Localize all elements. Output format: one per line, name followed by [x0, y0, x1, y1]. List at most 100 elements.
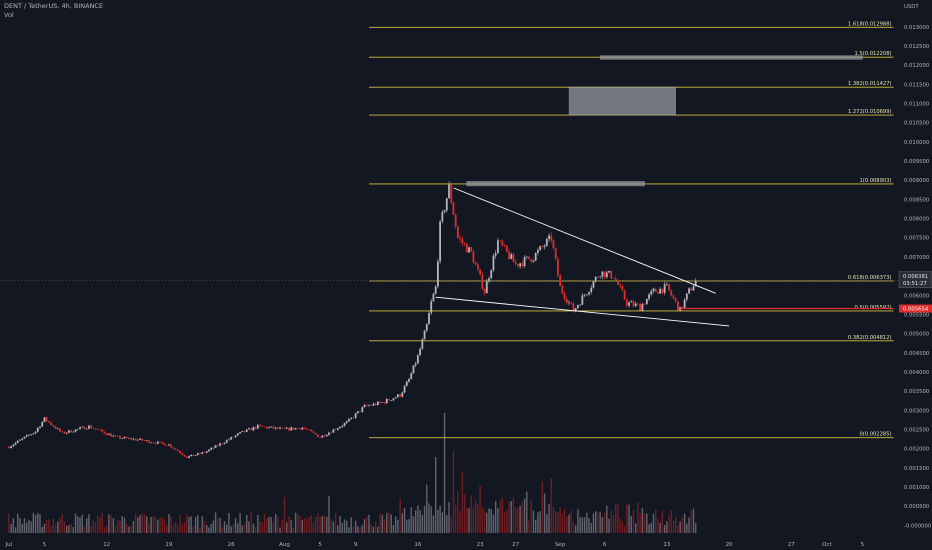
candle-body — [336, 428, 339, 430]
candle-body — [268, 427, 270, 429]
volume-bar — [561, 513, 564, 533]
volume-bar — [659, 522, 661, 533]
volume-bar — [45, 519, 48, 533]
candle-body — [359, 411, 361, 412]
x-tick-label: 13 — [663, 542, 670, 548]
volume-bar — [63, 522, 66, 533]
candle-body — [421, 339, 424, 349]
candle-body — [101, 429, 104, 432]
candle-body — [541, 246, 544, 247]
price-scale: -0.000000 0.000500 0.001000 0.001500 0.00200… — [898, 0, 932, 550]
x-tick-label: 6 — [603, 542, 607, 548]
candle-body — [152, 442, 155, 444]
volume-bar — [250, 512, 252, 533]
volume-bar — [648, 524, 650, 533]
y-tick-label: 0.001500 — [904, 466, 930, 472]
volume-bar — [206, 524, 208, 533]
volume-bar — [230, 526, 232, 533]
candle-body — [654, 288, 657, 292]
x-tick-label: Sep — [555, 542, 566, 548]
volume-bar — [341, 522, 344, 533]
candle-body — [328, 432, 330, 435]
candle-body — [61, 431, 64, 433]
candle-body — [161, 441, 164, 444]
volume-bar — [486, 512, 488, 533]
x-tick-label: Aug — [279, 542, 290, 548]
candle-body — [677, 301, 679, 311]
candle-body — [350, 417, 353, 419]
volume-bar — [523, 498, 526, 533]
volume-bar — [314, 517, 317, 533]
symbol-line[interactable]: DENT / TetherUS, 4h, BINANCE — [4, 2, 104, 10]
volume-bar — [157, 519, 159, 533]
volume-bar — [252, 523, 255, 533]
candle-body — [174, 448, 177, 450]
candle-body — [532, 260, 535, 262]
volume-bar — [259, 521, 261, 533]
candle-body — [445, 198, 448, 211]
candle-body — [559, 275, 562, 286]
candle-body — [434, 286, 437, 294]
candle-body — [250, 428, 253, 431]
volume-bar — [550, 478, 552, 533]
candle-body — [459, 237, 462, 240]
volume-bar — [223, 521, 226, 533]
volume-bar — [181, 524, 183, 533]
volume-bar — [668, 514, 670, 533]
y-tick-label: 0.012000 — [904, 63, 930, 69]
volume-bar — [452, 450, 455, 533]
volume-bar — [595, 511, 597, 533]
volume-bar — [117, 519, 119, 533]
candle-body — [361, 407, 364, 412]
y-tick-label: 0.010500 — [904, 121, 930, 127]
volume-bar — [212, 520, 215, 533]
volume-bar — [612, 514, 615, 533]
volume-bar — [286, 522, 288, 533]
y-tick-label: 0.001000 — [904, 485, 930, 491]
volume-bar — [199, 527, 201, 533]
candle-body — [223, 442, 226, 444]
candle-body — [130, 437, 133, 440]
candle-body — [665, 283, 668, 285]
indicator-label[interactable]: Vol — [4, 11, 14, 19]
volume-bar — [350, 517, 352, 533]
volume-bar — [463, 494, 466, 533]
candle-body — [392, 398, 395, 401]
volume-bar — [310, 514, 312, 533]
candle-body — [454, 214, 457, 227]
candle-body — [403, 386, 406, 393]
candle-body — [401, 392, 404, 397]
candle-body — [259, 424, 261, 426]
candle-body — [592, 281, 595, 288]
candle-body — [172, 447, 175, 449]
candle-body — [379, 401, 381, 403]
candle-body — [110, 433, 113, 437]
candle-body — [543, 245, 546, 247]
volume-bar — [343, 519, 346, 533]
candle-body — [272, 426, 275, 429]
candle-body — [265, 426, 268, 429]
volume-bar — [94, 522, 97, 533]
candle-body — [683, 299, 686, 308]
volume-bar — [346, 520, 348, 533]
candle-body — [548, 235, 550, 240]
volume-bar — [470, 495, 472, 533]
volume-bar — [243, 524, 246, 533]
x-tick-label: 27 — [788, 542, 795, 548]
x-tick-label: 20 — [726, 542, 733, 548]
volume-bar — [70, 524, 72, 533]
candle-body — [617, 280, 619, 285]
volume-bar — [441, 512, 444, 533]
candle-body — [574, 308, 577, 312]
candle-body — [221, 443, 224, 445]
candle-body — [557, 259, 559, 276]
candle-body — [668, 283, 670, 291]
volume-bar — [154, 516, 157, 533]
candle-body — [116, 435, 119, 437]
volume-bar — [606, 505, 608, 533]
volume-bar — [188, 516, 190, 533]
candle-body — [50, 422, 53, 425]
volume-bar — [25, 522, 28, 533]
x-tick-label: 23 — [477, 542, 484, 548]
